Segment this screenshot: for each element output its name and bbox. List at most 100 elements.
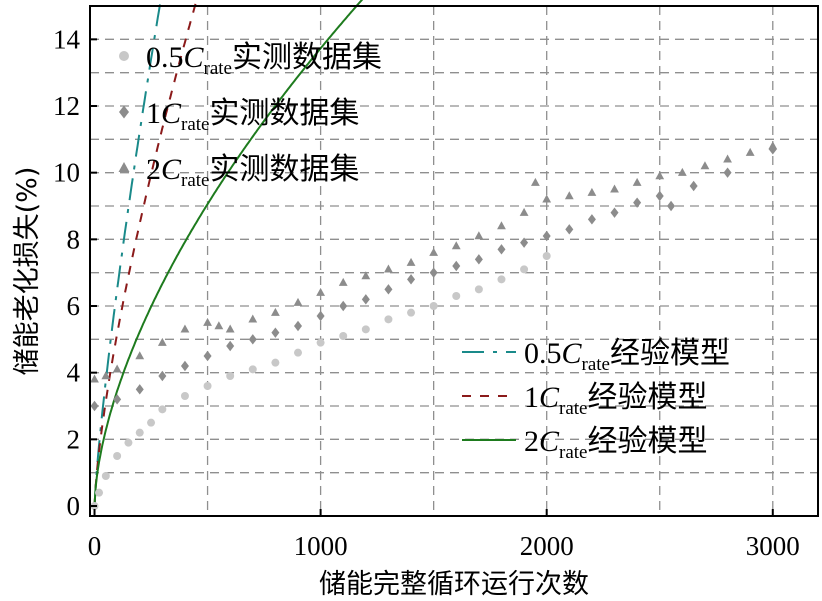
legend-suffix: 实测数据集 bbox=[210, 97, 360, 130]
legend-c: C bbox=[562, 337, 583, 370]
data-point-1 bbox=[429, 267, 438, 278]
legend-marker-0 bbox=[119, 51, 129, 61]
y-tick-label: 10 bbox=[53, 158, 80, 188]
legend-marker-1 bbox=[119, 105, 129, 119]
data-point-2 bbox=[497, 221, 506, 230]
data-point-2 bbox=[519, 207, 529, 216]
data-point-0 bbox=[542, 252, 551, 260]
data-point-2 bbox=[384, 264, 393, 273]
data-point-2 bbox=[293, 297, 303, 306]
data-point-1 bbox=[339, 300, 348, 312]
data-point-1 bbox=[542, 230, 551, 242]
legend-sub: rate bbox=[559, 398, 587, 419]
legend-sub: rate bbox=[582, 354, 610, 375]
y-tick-label: 12 bbox=[53, 91, 80, 121]
y-tick-label: 2 bbox=[67, 424, 81, 454]
data-point-1 bbox=[723, 167, 732, 178]
data-point-1 bbox=[384, 284, 393, 295]
data-point-1 bbox=[271, 327, 280, 338]
data-point-1 bbox=[203, 350, 212, 362]
data-point-2 bbox=[474, 231, 484, 240]
data-point-2 bbox=[157, 337, 167, 346]
data-point-2 bbox=[316, 287, 326, 296]
data-point-2 bbox=[723, 154, 732, 163]
data-point-0 bbox=[452, 292, 461, 300]
data-point-2 bbox=[610, 184, 619, 193]
model-curve-2 bbox=[93, 0, 364, 507]
y-axis-label: 储能老化损失(%) bbox=[12, 167, 43, 376]
data-point-1 bbox=[407, 274, 416, 285]
data-point-1 bbox=[180, 360, 189, 372]
data-point-0 bbox=[113, 452, 122, 460]
data-point-2 bbox=[768, 141, 778, 150]
legend-sub: rate bbox=[181, 114, 209, 135]
data-point-2 bbox=[745, 147, 755, 156]
legend-sub: rate bbox=[559, 442, 587, 463]
data-point-2 bbox=[135, 351, 145, 360]
data-point-0 bbox=[124, 438, 133, 447]
data-point-1 bbox=[565, 224, 574, 235]
data-point-2 bbox=[101, 371, 111, 380]
model-curve-1 bbox=[93, 0, 198, 507]
data-point-0 bbox=[158, 405, 167, 414]
x-tick-label: 1000 bbox=[294, 531, 348, 561]
y-tick-label: 0 bbox=[67, 491, 81, 521]
scatter-points bbox=[90, 141, 778, 510]
legend-prefix: 0.5 bbox=[524, 337, 562, 370]
data-point-2 bbox=[338, 277, 348, 286]
data-point-0 bbox=[361, 325, 370, 334]
data-point-0 bbox=[95, 488, 104, 497]
data-point-2 bbox=[530, 177, 540, 186]
legend-suffix: 实测数据集 bbox=[232, 41, 382, 74]
data-point-1 bbox=[361, 294, 370, 305]
data-point-2 bbox=[248, 314, 258, 323]
data-point-1 bbox=[158, 370, 167, 382]
data-point-2 bbox=[700, 161, 710, 170]
legend-label: 2Crate实测数据集 bbox=[146, 153, 360, 191]
plot-frame bbox=[89, 5, 819, 517]
data-point-2 bbox=[361, 271, 371, 280]
data-point-0 bbox=[497, 275, 506, 284]
data-point-1 bbox=[587, 214, 596, 225]
data-point-0 bbox=[271, 358, 280, 367]
data-point-2 bbox=[677, 167, 687, 176]
data-point-2 bbox=[632, 177, 642, 186]
data-point-1 bbox=[90, 400, 99, 412]
y-tick-label: 6 bbox=[67, 291, 81, 321]
data-point-1 bbox=[497, 244, 506, 255]
data-point-1 bbox=[248, 334, 257, 345]
data-point-0 bbox=[135, 428, 144, 437]
data-point-2 bbox=[406, 257, 416, 266]
data-point-0 bbox=[316, 338, 325, 347]
legend-prefix: 2 bbox=[146, 153, 161, 186]
data-point-0 bbox=[339, 332, 348, 340]
data-point-2 bbox=[90, 374, 99, 383]
data-point-1 bbox=[689, 180, 698, 192]
data-point-1 bbox=[226, 340, 235, 352]
grid-lines bbox=[90, 6, 818, 516]
x-axis-label: 储能完整循环运行次数 bbox=[319, 569, 589, 600]
data-point-2 bbox=[655, 171, 665, 180]
data-point-2 bbox=[429, 247, 439, 256]
legend-suffix: 经验模型 bbox=[610, 337, 730, 370]
legend-suffix: 经验模型 bbox=[588, 425, 708, 458]
data-point-2 bbox=[214, 321, 224, 330]
x-tick-label: 2000 bbox=[520, 531, 574, 561]
legend-prefix: 2 bbox=[524, 425, 539, 458]
data-point-0 bbox=[520, 265, 529, 274]
legend-suffix: 实测数据集 bbox=[210, 153, 360, 186]
data-point-0 bbox=[101, 472, 110, 480]
model-curves bbox=[93, 0, 364, 507]
data-point-2 bbox=[587, 187, 597, 196]
data-point-2 bbox=[542, 194, 552, 203]
data-point-0 bbox=[248, 365, 257, 374]
data-point-1 bbox=[294, 320, 302, 332]
legend-prefix: 0.5 bbox=[146, 41, 184, 74]
legend-c: C bbox=[161, 153, 182, 186]
legend-sub: rate bbox=[181, 170, 209, 191]
data-point-0 bbox=[203, 382, 212, 390]
y-tick-label: 4 bbox=[67, 358, 81, 388]
